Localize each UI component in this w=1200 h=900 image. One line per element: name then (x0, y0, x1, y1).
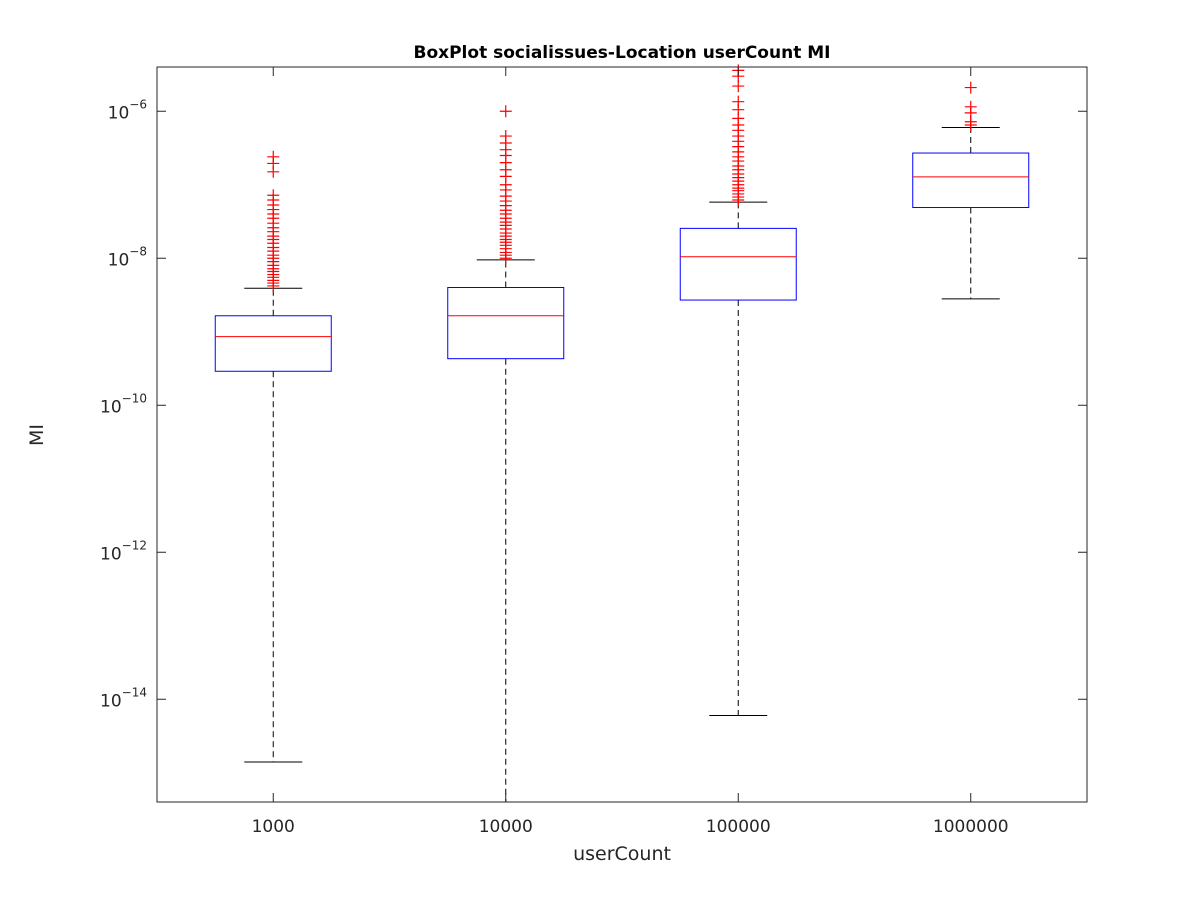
outlier-point (964, 100, 977, 113)
y-tick-exponent: −8 (129, 244, 147, 258)
x-tick-label: 1000 (252, 817, 295, 837)
box-1000000 (912, 81, 1030, 300)
axes-frame (156, 66, 1088, 803)
outlier-point (499, 105, 512, 118)
x-axis-label: userCount (573, 843, 671, 865)
y-tick-base: 10 (100, 544, 122, 564)
y-tick-base: 10 (108, 250, 130, 270)
y-tick-base: 10 (100, 691, 122, 711)
y-tick-exponent: −10 (122, 391, 147, 405)
outlier-point (964, 81, 977, 94)
y-tick-label: 10−12 (100, 538, 147, 564)
y-tick-label: 10−14 (100, 685, 147, 711)
outlier-point (732, 95, 745, 108)
y-tick-exponent: −6 (129, 97, 147, 111)
iqr-box (214, 315, 332, 372)
iqr-box (447, 287, 565, 360)
y-tick-base: 10 (108, 103, 130, 123)
y-tick-exponent: −12 (122, 538, 147, 552)
outlier-point (267, 150, 280, 163)
y-tick-exponent: −14 (122, 685, 147, 699)
x-tick-label: 10000 (479, 817, 533, 837)
outlier-point (267, 189, 280, 202)
x-tick-label: 1000000 (933, 817, 1009, 837)
box-1000 (214, 150, 332, 763)
outlier-point (499, 130, 512, 143)
y-tick-label: 10−8 (108, 244, 147, 270)
y-tick-base: 10 (100, 397, 122, 417)
iqr-box (679, 227, 797, 301)
y-axis-label: MI (26, 424, 48, 446)
y-tick-label: 10−10 (100, 391, 147, 417)
chart-title: BoxPlot socialissues-Location userCount … (414, 43, 831, 63)
plot-area (214, 64, 1030, 803)
y-tick-label: 10−6 (108, 97, 147, 123)
iqr-box (912, 152, 1030, 209)
box-100000 (679, 64, 797, 717)
box-10000 (447, 105, 565, 803)
x-tick-label: 100000 (706, 817, 771, 837)
